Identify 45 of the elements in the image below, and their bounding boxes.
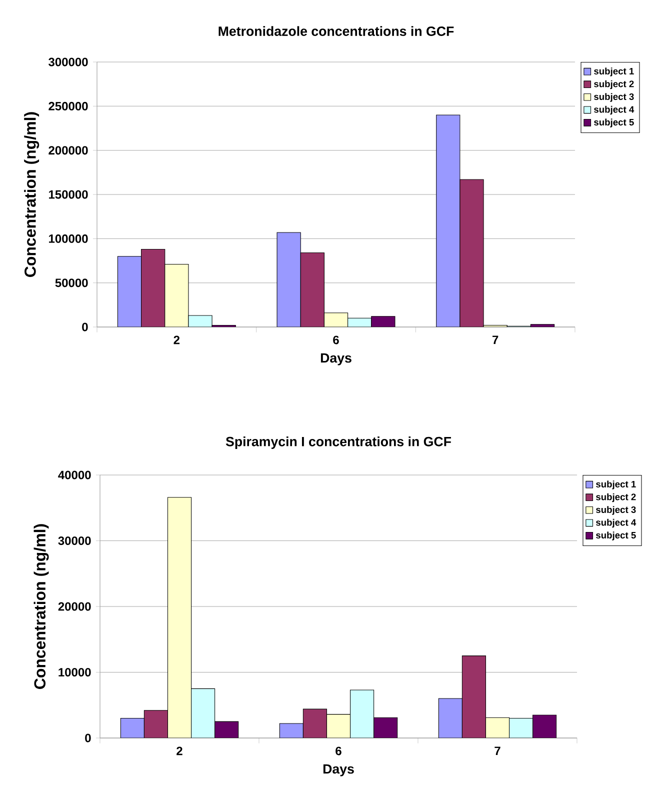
bar <box>460 179 484 327</box>
legend-label: subject 5 <box>596 532 636 540</box>
x-tick-label: 2 <box>176 746 182 756</box>
x-axis-title: Days <box>323 764 354 776</box>
bar <box>120 718 144 738</box>
chart-title: Spiramycin I concentrations in GCF <box>226 436 451 449</box>
bar <box>438 698 462 738</box>
bar <box>302 708 328 738</box>
y-tick-label: 150000 <box>49 190 88 199</box>
bar <box>164 264 189 327</box>
y-axis-title: Concentration (ng/ml) <box>34 524 49 689</box>
legend-label: subject 4 <box>594 106 634 115</box>
x-tick-label: 6 <box>333 336 339 344</box>
bar <box>144 710 168 738</box>
y-tick-label: 200000 <box>48 146 88 155</box>
y-tick-label: 40000 <box>58 470 91 480</box>
bar <box>300 252 324 327</box>
bar <box>141 248 166 327</box>
legend-label: subject 5 <box>594 118 634 128</box>
x-tick-label: 7 <box>492 336 498 344</box>
x-tick-label: 2 <box>174 336 180 344</box>
y-tick-label: 0 <box>85 734 91 742</box>
legend-label: subject 3 <box>594 93 634 102</box>
y-tick-label: 300000 <box>48 58 88 66</box>
legend-label: subject 4 <box>596 518 636 528</box>
x-tick-label: 6 <box>336 746 342 756</box>
y-tick-label: 250000 <box>48 102 88 110</box>
bar <box>462 656 486 738</box>
legend-label: subject 1 <box>594 68 634 76</box>
y-axis-title: Concentration (ng/ml) <box>24 112 40 277</box>
x-axis-title: Days <box>320 353 352 366</box>
x-tick-label: 7 <box>494 746 500 755</box>
y-tick-label: 30000 <box>58 536 91 545</box>
y-tick-label: 100000 <box>49 234 88 243</box>
y-tick-label: 0 <box>82 322 88 332</box>
bar <box>279 723 304 738</box>
y-tick-label: 10000 <box>58 668 91 677</box>
legend-label: subject 3 <box>596 506 636 515</box>
bar <box>324 312 348 327</box>
chart-title: Metronidazole concentrations in GCF <box>218 26 454 36</box>
legend-label: subject 2 <box>596 493 636 502</box>
legend-label: subject 2 <box>594 80 634 90</box>
y-tick-label: 50000 <box>55 278 88 288</box>
y-tick-label: 20000 <box>58 602 91 611</box>
legend-label: subject 1 <box>596 480 636 490</box>
